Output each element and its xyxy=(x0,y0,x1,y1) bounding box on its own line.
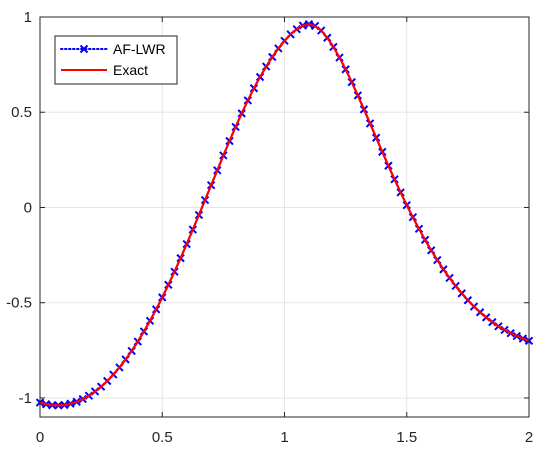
x-tick-label: 0.5 xyxy=(152,429,173,446)
y-tick-label: 1 xyxy=(24,9,32,26)
legend-marker-stroke xyxy=(79,44,89,54)
x-tick-label: 1 xyxy=(280,429,288,446)
y-tick-label: -1 xyxy=(19,390,32,407)
y-tick-label: 0.5 xyxy=(11,104,32,121)
x-tick-label: 2 xyxy=(525,429,533,446)
legend: AF-LWR Exact xyxy=(54,35,178,85)
axis-ticks: 0 0.5 1 1.5 2 -1 -0.5 0 0.5 1 xyxy=(6,9,533,446)
legend-label: Exact xyxy=(113,62,148,78)
y-tick-label: -0.5 xyxy=(6,295,32,312)
series-line-exact xyxy=(39,23,530,407)
legend-label: AF-LWR xyxy=(113,41,166,57)
y-tick-label: 0 xyxy=(24,199,32,216)
series-layer xyxy=(35,20,534,410)
legend-box xyxy=(54,35,178,85)
x-tick-label: 1.5 xyxy=(396,429,417,446)
x-tick-label: 0 xyxy=(36,429,44,446)
